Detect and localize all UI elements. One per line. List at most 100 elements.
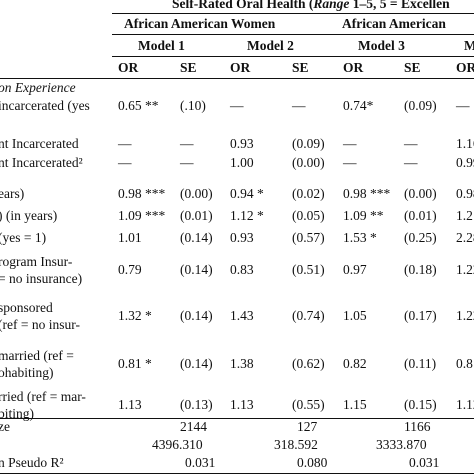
row-cell: (0.11) xyxy=(404,356,437,371)
row-cell: (0.57) xyxy=(292,230,325,245)
row-cell: (0.62) xyxy=(292,356,325,371)
row-cell: 1.12 * xyxy=(230,208,264,223)
row-cell: — xyxy=(292,98,306,113)
footer-pseudo-2: 0.080 xyxy=(297,455,328,470)
stat-se-3: SE xyxy=(404,60,421,75)
row-cell: (0.05) xyxy=(292,208,325,223)
footer-ll-2: 318.592 xyxy=(274,437,318,452)
row-cell: 0.98 xyxy=(456,186,474,201)
row-cell: 0.83 xyxy=(230,262,254,277)
row-cell: 0.94 * xyxy=(230,186,264,201)
stat-or-3: OR xyxy=(343,60,364,75)
row-cell: 0.98 *** xyxy=(118,186,166,201)
row-label: sponsored xyxy=(0,300,53,315)
row-cell: — xyxy=(404,155,418,170)
row-label: (yes = 1) xyxy=(0,230,47,245)
stat-se-1: SE xyxy=(180,60,197,75)
row-cell: 0.79 xyxy=(118,262,142,277)
row-cell: (0.00) xyxy=(180,186,213,201)
row-cell: (0.14) xyxy=(180,230,213,245)
row-cell: 0.97 xyxy=(343,262,367,277)
row-cell: — xyxy=(404,136,418,151)
title-post: 1–5, 5 = Excellen xyxy=(349,0,450,11)
row-cell: 0.99 xyxy=(456,155,474,170)
row-cell: 1.13 xyxy=(230,397,254,412)
stat-or-4: OR xyxy=(456,60,474,75)
footer-n-3: 1166 xyxy=(404,419,431,434)
row-cell: 0.93 xyxy=(230,230,254,245)
model-1-header: Model 1 xyxy=(138,38,185,53)
model-4-header: M xyxy=(464,38,474,53)
row-cell: (0.14) xyxy=(180,356,213,371)
row-cell: 1.12 xyxy=(456,397,474,412)
row-cell: (0.18) xyxy=(404,262,437,277)
row-cell: (0.02) xyxy=(292,186,325,201)
footer-pseudo-label: n Pseudo R² xyxy=(0,455,64,470)
row-cell: 1.09 *** xyxy=(118,208,166,223)
row-cell: (0.09) xyxy=(292,136,325,151)
row-label: incarcerated (yes xyxy=(0,98,90,113)
row-cell: 1.09 ** xyxy=(343,208,384,223)
row-cell: 1.22 xyxy=(456,262,474,277)
section-label: on Experience xyxy=(0,80,76,95)
row-cell: (0.09) xyxy=(404,98,437,113)
row-cell: 1.22 xyxy=(456,308,474,323)
footer-top-rule xyxy=(0,418,474,419)
stat-or-2: OR xyxy=(230,60,251,75)
row-cell: 0.8 xyxy=(456,356,473,371)
model-2-header: Model 2 xyxy=(247,38,294,53)
table-title: Self-Rated Oral Health (Range 1–5, 5 = E… xyxy=(172,0,450,12)
row-cell: 1.13 xyxy=(118,397,142,412)
row-cell: 1.15 xyxy=(343,397,367,412)
footer-n-2: 127 xyxy=(297,419,318,434)
row-label: nt Incarcerated² xyxy=(0,155,83,170)
row-label: (ref = no insur- xyxy=(0,317,80,332)
row-cell: 1.38 xyxy=(230,356,254,371)
footer-pseudo-3: 0.031 xyxy=(409,455,440,470)
row-label: ohabiting) xyxy=(0,365,54,380)
group-rule xyxy=(112,34,474,35)
footer-ll-1: 4396.310 xyxy=(152,437,203,452)
row-cell: (0.00) xyxy=(292,155,325,170)
footer-ll-3: 3333.870 xyxy=(376,437,427,452)
row-cell: — xyxy=(343,155,357,170)
row-label: = no insurance) xyxy=(0,271,83,286)
row-label: rogram Insur- xyxy=(0,254,73,269)
row-cell: 0.93 xyxy=(230,136,254,151)
row-cell: 0.82 xyxy=(343,356,367,371)
title-pre: Self-Rated Oral Health ( xyxy=(172,0,314,11)
row-cell: 1.16 xyxy=(456,136,474,151)
row-label: ears) xyxy=(0,186,25,201)
row-label: nt Incarcerated xyxy=(0,136,79,151)
group-header-men: African American xyxy=(342,16,446,31)
stat-se-2: SE xyxy=(292,60,309,75)
row-label: rried (ref = mar- xyxy=(0,389,86,404)
row-cell: (0.51) xyxy=(292,262,325,277)
row-cell: 0.98 *** xyxy=(343,186,391,201)
row-cell: 1.05 xyxy=(343,308,367,323)
row-cell: — xyxy=(180,136,194,151)
row-cell: 0.81 * xyxy=(118,356,152,371)
row-cell: — xyxy=(230,98,244,113)
row-cell: (.10) xyxy=(180,98,206,113)
row-label: ) (in years) xyxy=(0,208,58,223)
header-bottom-rule xyxy=(0,78,474,79)
row-cell: 1.00 xyxy=(230,155,254,170)
row-cell: 0.74* xyxy=(343,98,374,113)
row-cell: 0.65 ** xyxy=(118,98,159,113)
footer-n-label: ze xyxy=(0,419,10,434)
row-cell: — xyxy=(118,155,132,170)
row-cell: (0.01) xyxy=(180,208,213,223)
title-rule xyxy=(112,13,474,14)
row-cell: — xyxy=(343,136,357,151)
row-cell: 1.21 xyxy=(456,208,474,223)
row-label: biting) xyxy=(0,406,34,421)
model-rule xyxy=(112,56,474,57)
row-cell: 1.32 * xyxy=(118,308,152,323)
stat-or-1: OR xyxy=(118,60,139,75)
title-range: Range xyxy=(313,0,350,11)
row-cell: (0.15) xyxy=(404,397,437,412)
row-cell: (0.25) xyxy=(404,230,437,245)
model-3-header: Model 3 xyxy=(358,38,405,53)
footer-pseudo-1: 0.031 xyxy=(185,455,216,470)
